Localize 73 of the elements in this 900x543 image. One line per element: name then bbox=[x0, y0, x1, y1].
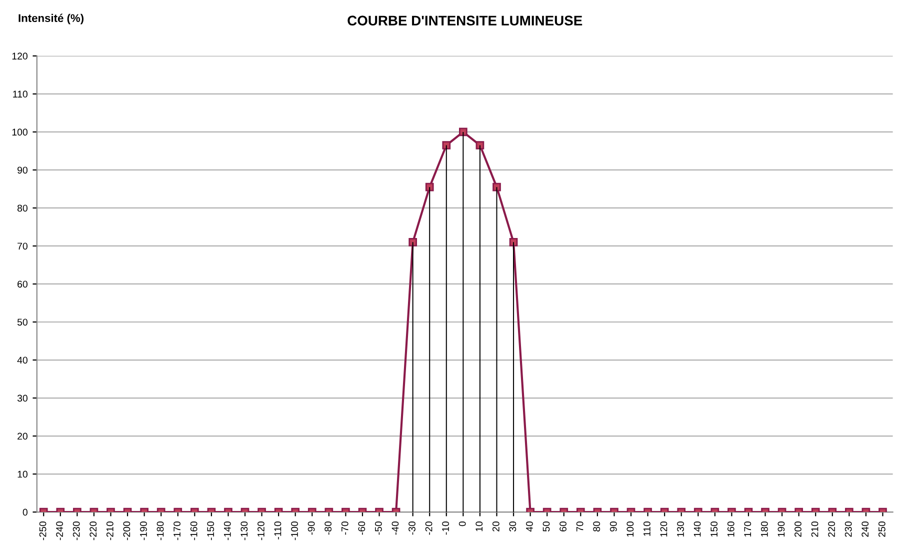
y-tick-label: 80 bbox=[17, 204, 28, 212]
x-tick-label: -10 bbox=[442, 521, 449, 535]
x-tick-label: 30 bbox=[509, 521, 516, 532]
point bbox=[492, 182, 501, 192]
y-axis-title: Intensité (%) bbox=[18, 14, 84, 24]
x-tick-label: 110 bbox=[644, 521, 650, 536]
x-tick-label: -250 bbox=[39, 521, 46, 540]
x-tick-label: -30 bbox=[408, 521, 416, 535]
x-tick-label: -50 bbox=[374, 521, 382, 535]
x-tick-label: 100 bbox=[626, 521, 634, 537]
x-tick-label: -100 bbox=[291, 521, 298, 540]
x-tick-label: -180 bbox=[156, 521, 164, 540]
x-tick-label: 170 bbox=[744, 521, 752, 537]
y-tick-label: 50 bbox=[17, 318, 28, 326]
x-tick-label: 150 bbox=[710, 521, 718, 537]
point bbox=[425, 182, 434, 192]
y-tick-label: 20 bbox=[18, 432, 28, 440]
x-tick-label: -70 bbox=[341, 521, 348, 535]
x-tick-label: -230 bbox=[72, 521, 80, 540]
x-tick-label: 240 bbox=[862, 521, 869, 537]
x-tick-label: -160 bbox=[190, 521, 198, 540]
x-tick-label: 70 bbox=[576, 521, 584, 532]
x-tick-label: 200 bbox=[794, 521, 802, 537]
x-tick-label: 50 bbox=[542, 521, 550, 532]
x-tick-label: 230 bbox=[844, 521, 852, 537]
x-tick-label: 20 bbox=[492, 521, 500, 532]
point bbox=[442, 141, 451, 150]
x-tick-label: 220 bbox=[828, 521, 835, 537]
y-tick-label: 0 bbox=[22, 508, 28, 516]
x-tick-label: 180 bbox=[760, 521, 768, 537]
x-tick-label: -140 bbox=[224, 521, 231, 540]
x-tick-label: 40 bbox=[526, 521, 533, 532]
x-tick-label: 0 bbox=[458, 521, 466, 526]
point bbox=[408, 238, 417, 246]
y-tick-label: 40 bbox=[17, 356, 28, 364]
chart-title: COURBE D'INTENSITE LUMINEUSE bbox=[348, 16, 582, 26]
x-tick-label: 140 bbox=[694, 521, 701, 537]
x-tick-label: -190 bbox=[140, 521, 147, 540]
y-tick-label: 30 bbox=[17, 394, 28, 402]
x-tick-label: 190 bbox=[778, 521, 785, 537]
x-tick-label: -40 bbox=[392, 521, 399, 535]
x-tick-label: 130 bbox=[677, 521, 684, 537]
y-tick-label: 120 bbox=[12, 52, 28, 60]
x-tick-label: -150 bbox=[207, 521, 214, 540]
x-tick-label: -80 bbox=[324, 521, 332, 535]
point bbox=[476, 141, 484, 150]
x-tick-label: -110 bbox=[274, 521, 282, 540]
x-tick-label: 120 bbox=[660, 521, 668, 537]
x-tick-label: 90 bbox=[610, 521, 617, 532]
x-tick-label: -120 bbox=[258, 521, 264, 540]
x-tick-label: 80 bbox=[593, 521, 600, 532]
x-tick-label: -200 bbox=[123, 521, 130, 540]
x-tick-label: -20 bbox=[425, 521, 432, 535]
x-tick-label: 250 bbox=[878, 521, 886, 537]
x-tick-label: -130 bbox=[240, 521, 248, 540]
x-tick-label: -170 bbox=[174, 521, 180, 540]
y-tick-label: 60 bbox=[18, 280, 28, 288]
point bbox=[509, 238, 518, 246]
x-tick-label: -240 bbox=[56, 521, 64, 540]
x-tick-label: 160 bbox=[727, 521, 734, 537]
x-tick-label: 60 bbox=[560, 521, 566, 532]
x-tick-label: -220 bbox=[90, 521, 97, 540]
x-tick-label: -210 bbox=[106, 521, 114, 540]
y-tick-label: 100 bbox=[12, 128, 28, 136]
y-tick-label: 90 bbox=[18, 166, 28, 174]
x-tick-label: -60 bbox=[358, 521, 366, 535]
x-tick-label: 210 bbox=[811, 521, 818, 537]
x-tick-label: 10 bbox=[476, 521, 483, 532]
y-tick-label: 10 bbox=[18, 470, 28, 478]
y-tick-label: 70 bbox=[18, 242, 28, 250]
y-tick-label: 110 bbox=[13, 90, 28, 98]
x-tick-label: -90 bbox=[308, 521, 315, 535]
point bbox=[459, 128, 468, 136]
